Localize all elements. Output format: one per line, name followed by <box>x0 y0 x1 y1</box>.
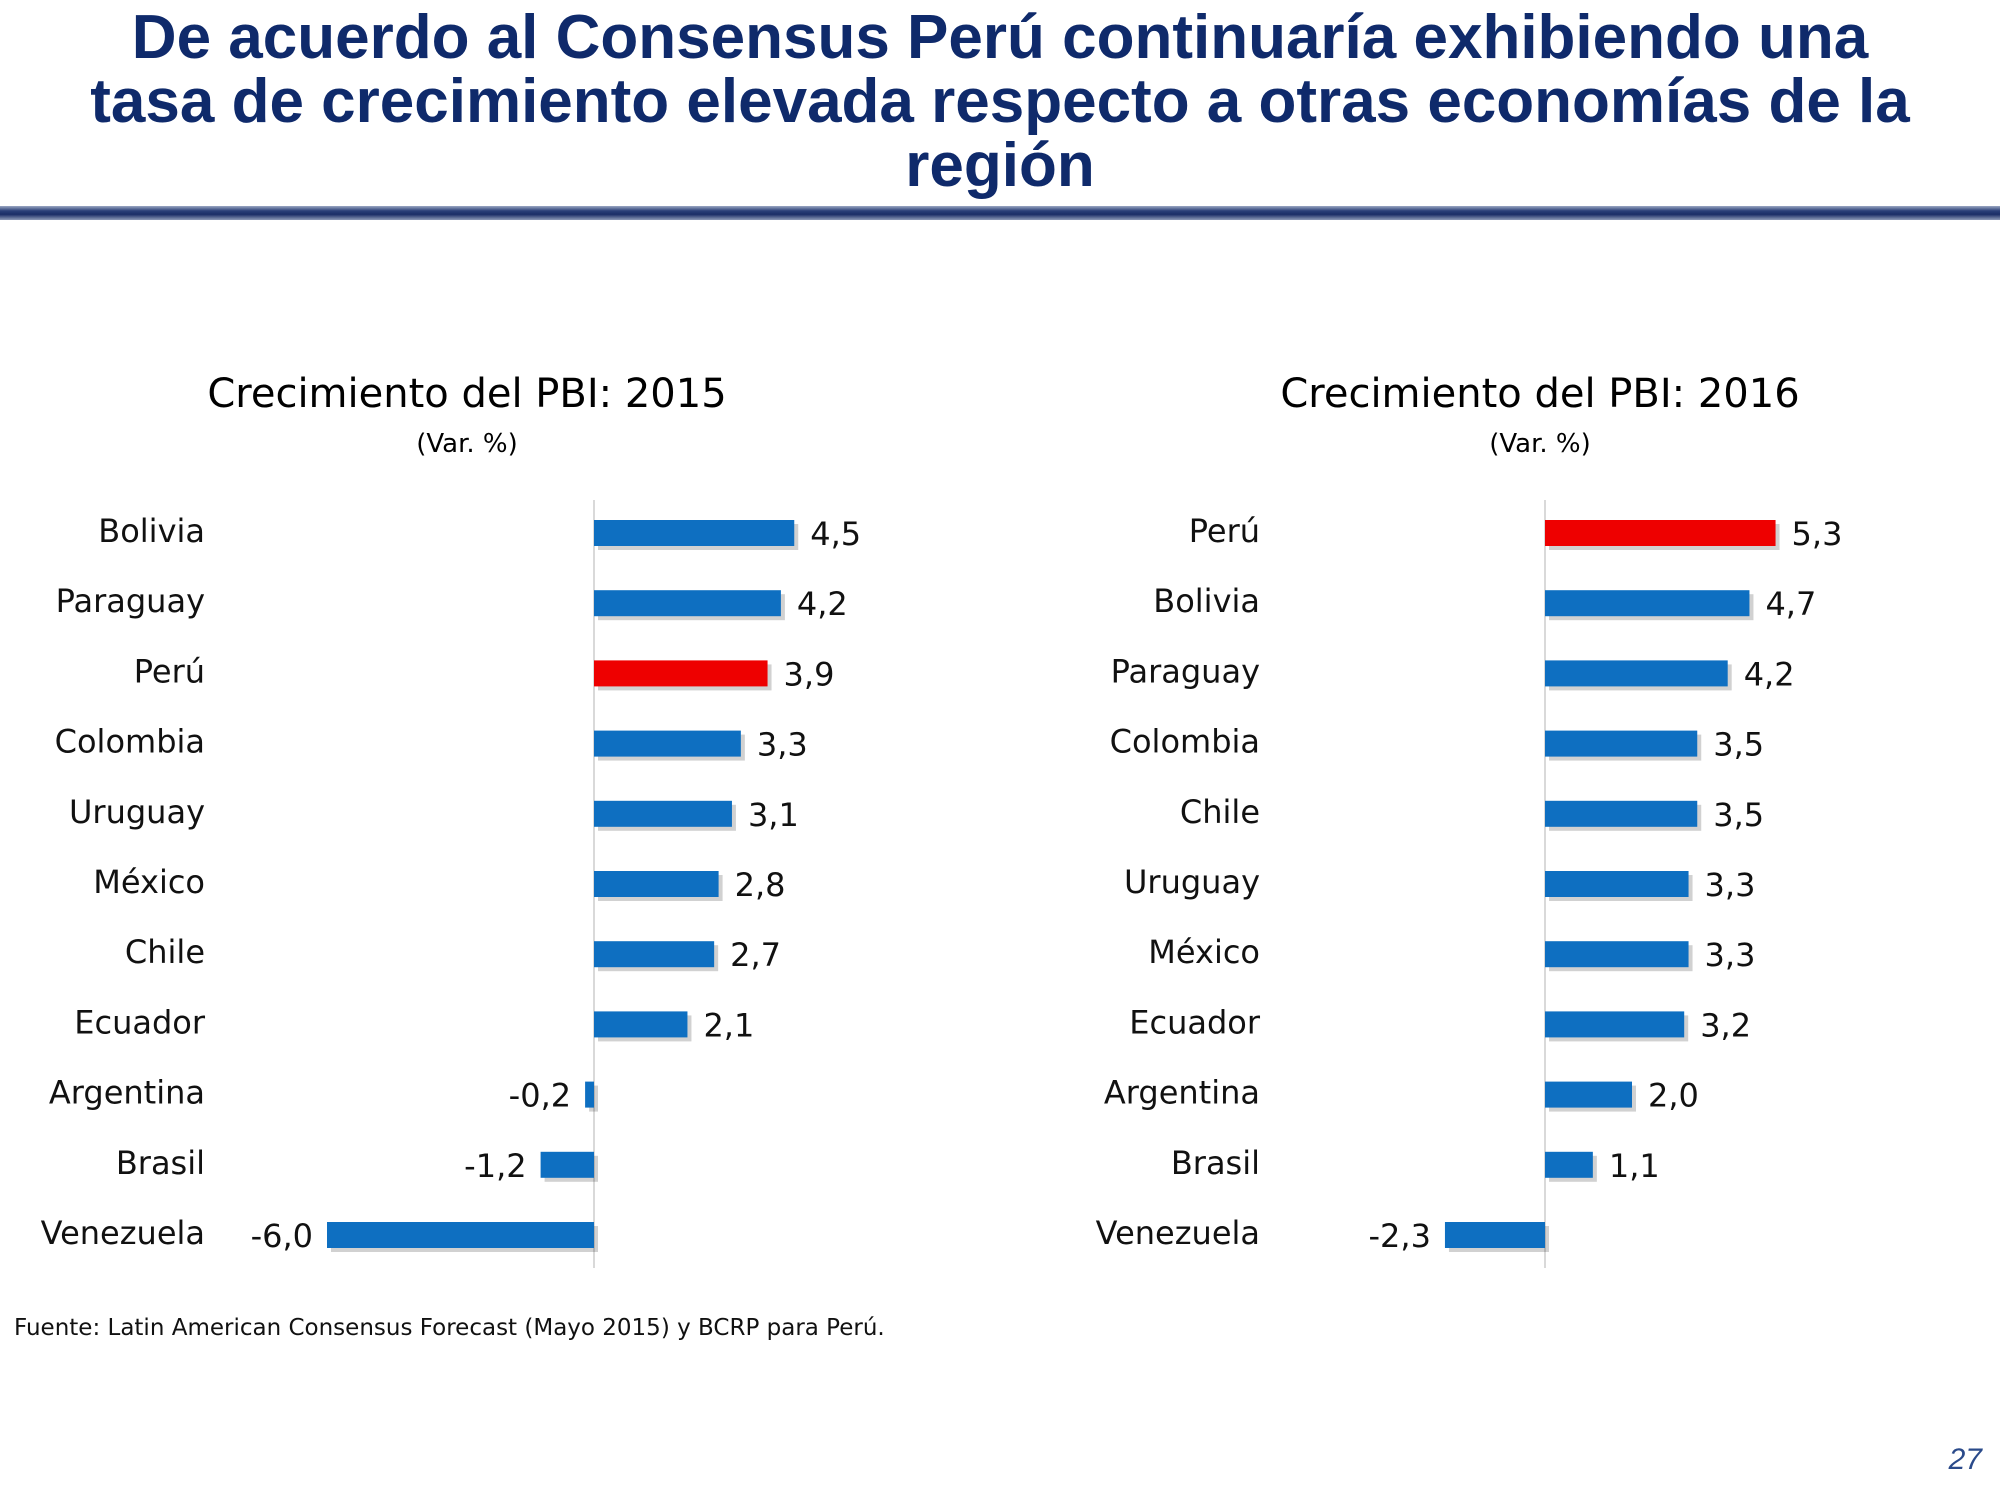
chart-2-category-label: Brasil <box>1171 1144 1260 1182</box>
charts-canvas: Crecimiento del PBI: 2015 (Var. %) Bolivia… <box>41 371 1843 1268</box>
chart-2-value-label: -2,3 <box>1369 1217 1431 1255</box>
chart-1-category-label: Bolivia <box>98 512 205 550</box>
chart-2-value-label: 5,3 <box>1792 515 1843 553</box>
chart-2-bar-10 <box>1545 1151 1593 1178</box>
chart-2-bar-2 <box>1545 590 1750 617</box>
chart-1-category-label: Brasil <box>116 1144 205 1182</box>
chart-1-bar-10 <box>540 1151 594 1178</box>
chart-2-category-label: Argentina <box>1104 1074 1260 1112</box>
chart-2-bar-6 <box>1545 871 1689 897</box>
chart-2-value-label: 3,3 <box>1705 866 1756 904</box>
chart-1-bar-3 <box>594 660 768 687</box>
chart-1-bar-7 <box>594 941 715 968</box>
chart-1-bar-5 <box>594 800 732 827</box>
chart-2-value-label: 4,2 <box>1744 655 1795 693</box>
title-divider <box>0 206 2000 220</box>
chart-1-value-label: -0,2 <box>509 1077 571 1115</box>
chart-1-bar-9 <box>585 1081 594 1108</box>
chart-2-category-label: Uruguay <box>1124 863 1260 901</box>
chart-1-bar-4 <box>594 730 741 757</box>
chart-1-value-label: -6,0 <box>251 1217 313 1255</box>
chart-2-category-label: Colombia <box>1110 723 1260 761</box>
title-line-2: tasa de crecimiento elevada respecto a o… <box>90 67 1910 136</box>
chart-2-category-label: Venezuela <box>1096 1214 1260 1252</box>
chart-1-category-label: México <box>93 863 205 901</box>
chart-2-bar-4 <box>1545 730 1698 757</box>
chart-1-bar-1 <box>594 520 795 546</box>
title-line-1: De acuerdo al Consensus Perú continuaría… <box>131 3 1869 72</box>
chart-2-value-label: 3,5 <box>1713 726 1764 764</box>
chart-2-bar-5 <box>1545 800 1698 827</box>
chart-2-bar-7 <box>1545 941 1689 968</box>
page-number: 27 <box>1948 1443 1982 1476</box>
chart-1-value-label: 3,1 <box>748 796 799 834</box>
chart-1-category-label: Chile <box>125 933 205 971</box>
chart-2-category-label: Paraguay <box>1111 652 1260 690</box>
chart-2-value-label: 3,3 <box>1705 936 1756 974</box>
chart-1-category-label: Ecuador <box>74 1003 206 1041</box>
chart-1-value-label: 4,5 <box>810 515 861 553</box>
chart-1-value-label: 4,2 <box>797 585 848 623</box>
chart-1-bar-11 <box>327 1222 594 1248</box>
chart-1-title: Crecimiento del PBI: 2015 <box>207 371 726 417</box>
chart-2-value-label: 2,0 <box>1648 1077 1699 1115</box>
chart-2-value-label: 3,5 <box>1713 796 1764 834</box>
chart-1-value-label: 3,9 <box>784 655 835 693</box>
chart-1-category-label: Colombia <box>55 723 205 761</box>
title-line-3: región <box>905 131 1095 200</box>
chart-1-category-label: Paraguay <box>56 582 205 620</box>
chart-1-category-label: Venezuela <box>41 1214 205 1252</box>
chart-1-value-label: 2,8 <box>735 866 786 904</box>
chart-1-value-label: -1,2 <box>464 1147 526 1185</box>
chart-1-bar-8 <box>594 1011 688 1038</box>
chart-2-bar-8 <box>1545 1011 1685 1038</box>
chart-1-value-label: 2,1 <box>703 1006 754 1044</box>
chart-2-bar-11 <box>1444 1222 1545 1248</box>
chart-2-title: Crecimiento del PBI: 2016 <box>1280 371 1799 417</box>
slide-title: De acuerdo al Consensus Perú continuaría… <box>0 6 2000 198</box>
chart-1-category-label: Argentina <box>49 1074 205 1112</box>
chart-2-category-label: Ecuador <box>1129 1003 1261 1041</box>
chart-2-category-label: México <box>1148 933 1260 971</box>
chart-2-bar-3 <box>1545 660 1728 687</box>
chart-2-category-label: Chile <box>1180 793 1260 831</box>
chart-1-bar-2 <box>594 590 781 617</box>
chart-2-value-label: 4,7 <box>1765 585 1816 623</box>
chart-2-value-label: 1,1 <box>1609 1147 1660 1185</box>
chart-1-value-label: 3,3 <box>757 726 808 764</box>
source-note: Fuente: Latin American Consensus Forecas… <box>14 1315 885 1341</box>
chart-1-category-label: Uruguay <box>69 793 205 831</box>
chart-1-category-label: Perú <box>134 652 205 690</box>
chart-1-subtitle: (Var. %) <box>416 429 518 459</box>
chart-2-subtitle: (Var. %) <box>1489 429 1591 459</box>
chart-2-bar-1 <box>1545 520 1776 546</box>
chart-2-category-label: Perú <box>1189 512 1260 550</box>
chart-2-value-label: 3,2 <box>1700 1006 1751 1044</box>
chart-1-bar-6 <box>594 871 719 897</box>
chart-1-value-label: 2,7 <box>730 936 781 974</box>
chart-2-category-label: Bolivia <box>1153 582 1260 620</box>
chart-2-bar-9 <box>1545 1081 1632 1108</box>
